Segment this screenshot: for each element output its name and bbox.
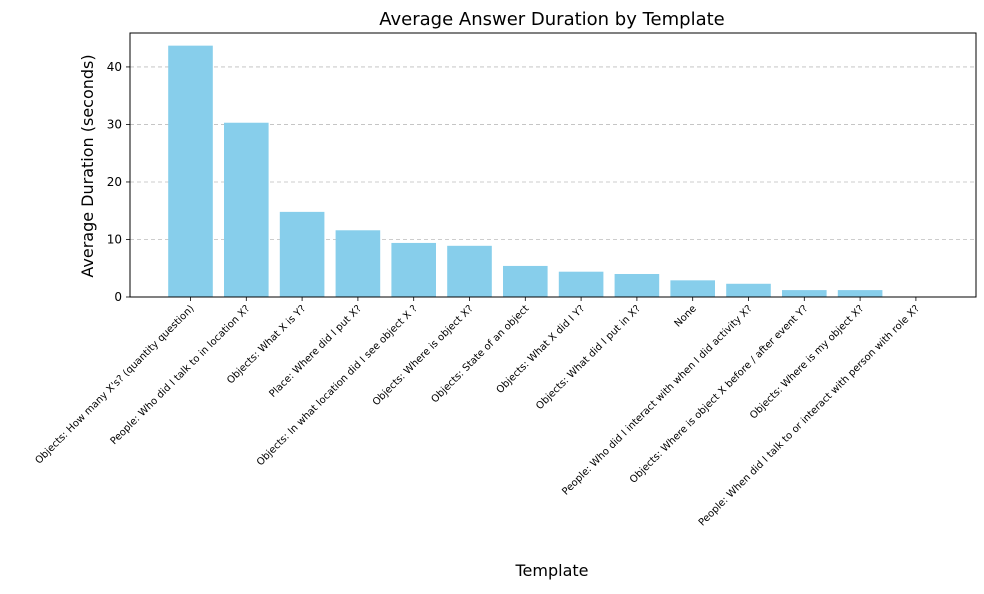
x-tick-label: People: Who did I interact with when I d… (560, 303, 754, 497)
bar (168, 45, 213, 297)
x-tick-label: None (673, 303, 699, 329)
bar (335, 230, 381, 297)
x-tick-label: Objects: State of an object (429, 303, 531, 405)
x-tick-label: Objects: Where is my object X? (748, 303, 866, 421)
x-tick-label: Objects: What did I put in X? (534, 303, 643, 412)
bar (782, 290, 827, 297)
plot-frame (129, 32, 977, 298)
x-tick-label: Place: Where did I put X? (268, 303, 364, 399)
bar (726, 283, 771, 297)
y-tick-label: 10 (107, 232, 122, 246)
bar (614, 273, 660, 297)
bar (279, 211, 325, 297)
y-axis-label: Average Duration (seconds) (78, 54, 97, 277)
y-tick-label: 0 (114, 290, 122, 304)
bar (670, 280, 715, 297)
bar (224, 122, 269, 297)
x-tick-label: People: When did I talk to or interact w… (697, 303, 922, 528)
x-axis-ticks: Objects: How many X's? (quantity questio… (33, 297, 922, 529)
x-tick-label: Objects: Where is object X? (371, 303, 476, 408)
bar (503, 265, 548, 297)
grid-lines (130, 66, 976, 240)
y-tick-label: 20 (107, 175, 122, 189)
y-tick-label: 30 (107, 117, 122, 131)
y-axis-ticks: 0 10 20 30 40 (107, 60, 130, 304)
bar (837, 290, 883, 297)
x-axis-label: Template (514, 561, 588, 580)
y-tick-label: 40 (107, 60, 122, 74)
chart-title: Average Answer Duration by Template (379, 9, 725, 30)
bar (391, 242, 436, 297)
bars (168, 45, 883, 297)
bar (447, 245, 492, 297)
bar (558, 271, 604, 297)
